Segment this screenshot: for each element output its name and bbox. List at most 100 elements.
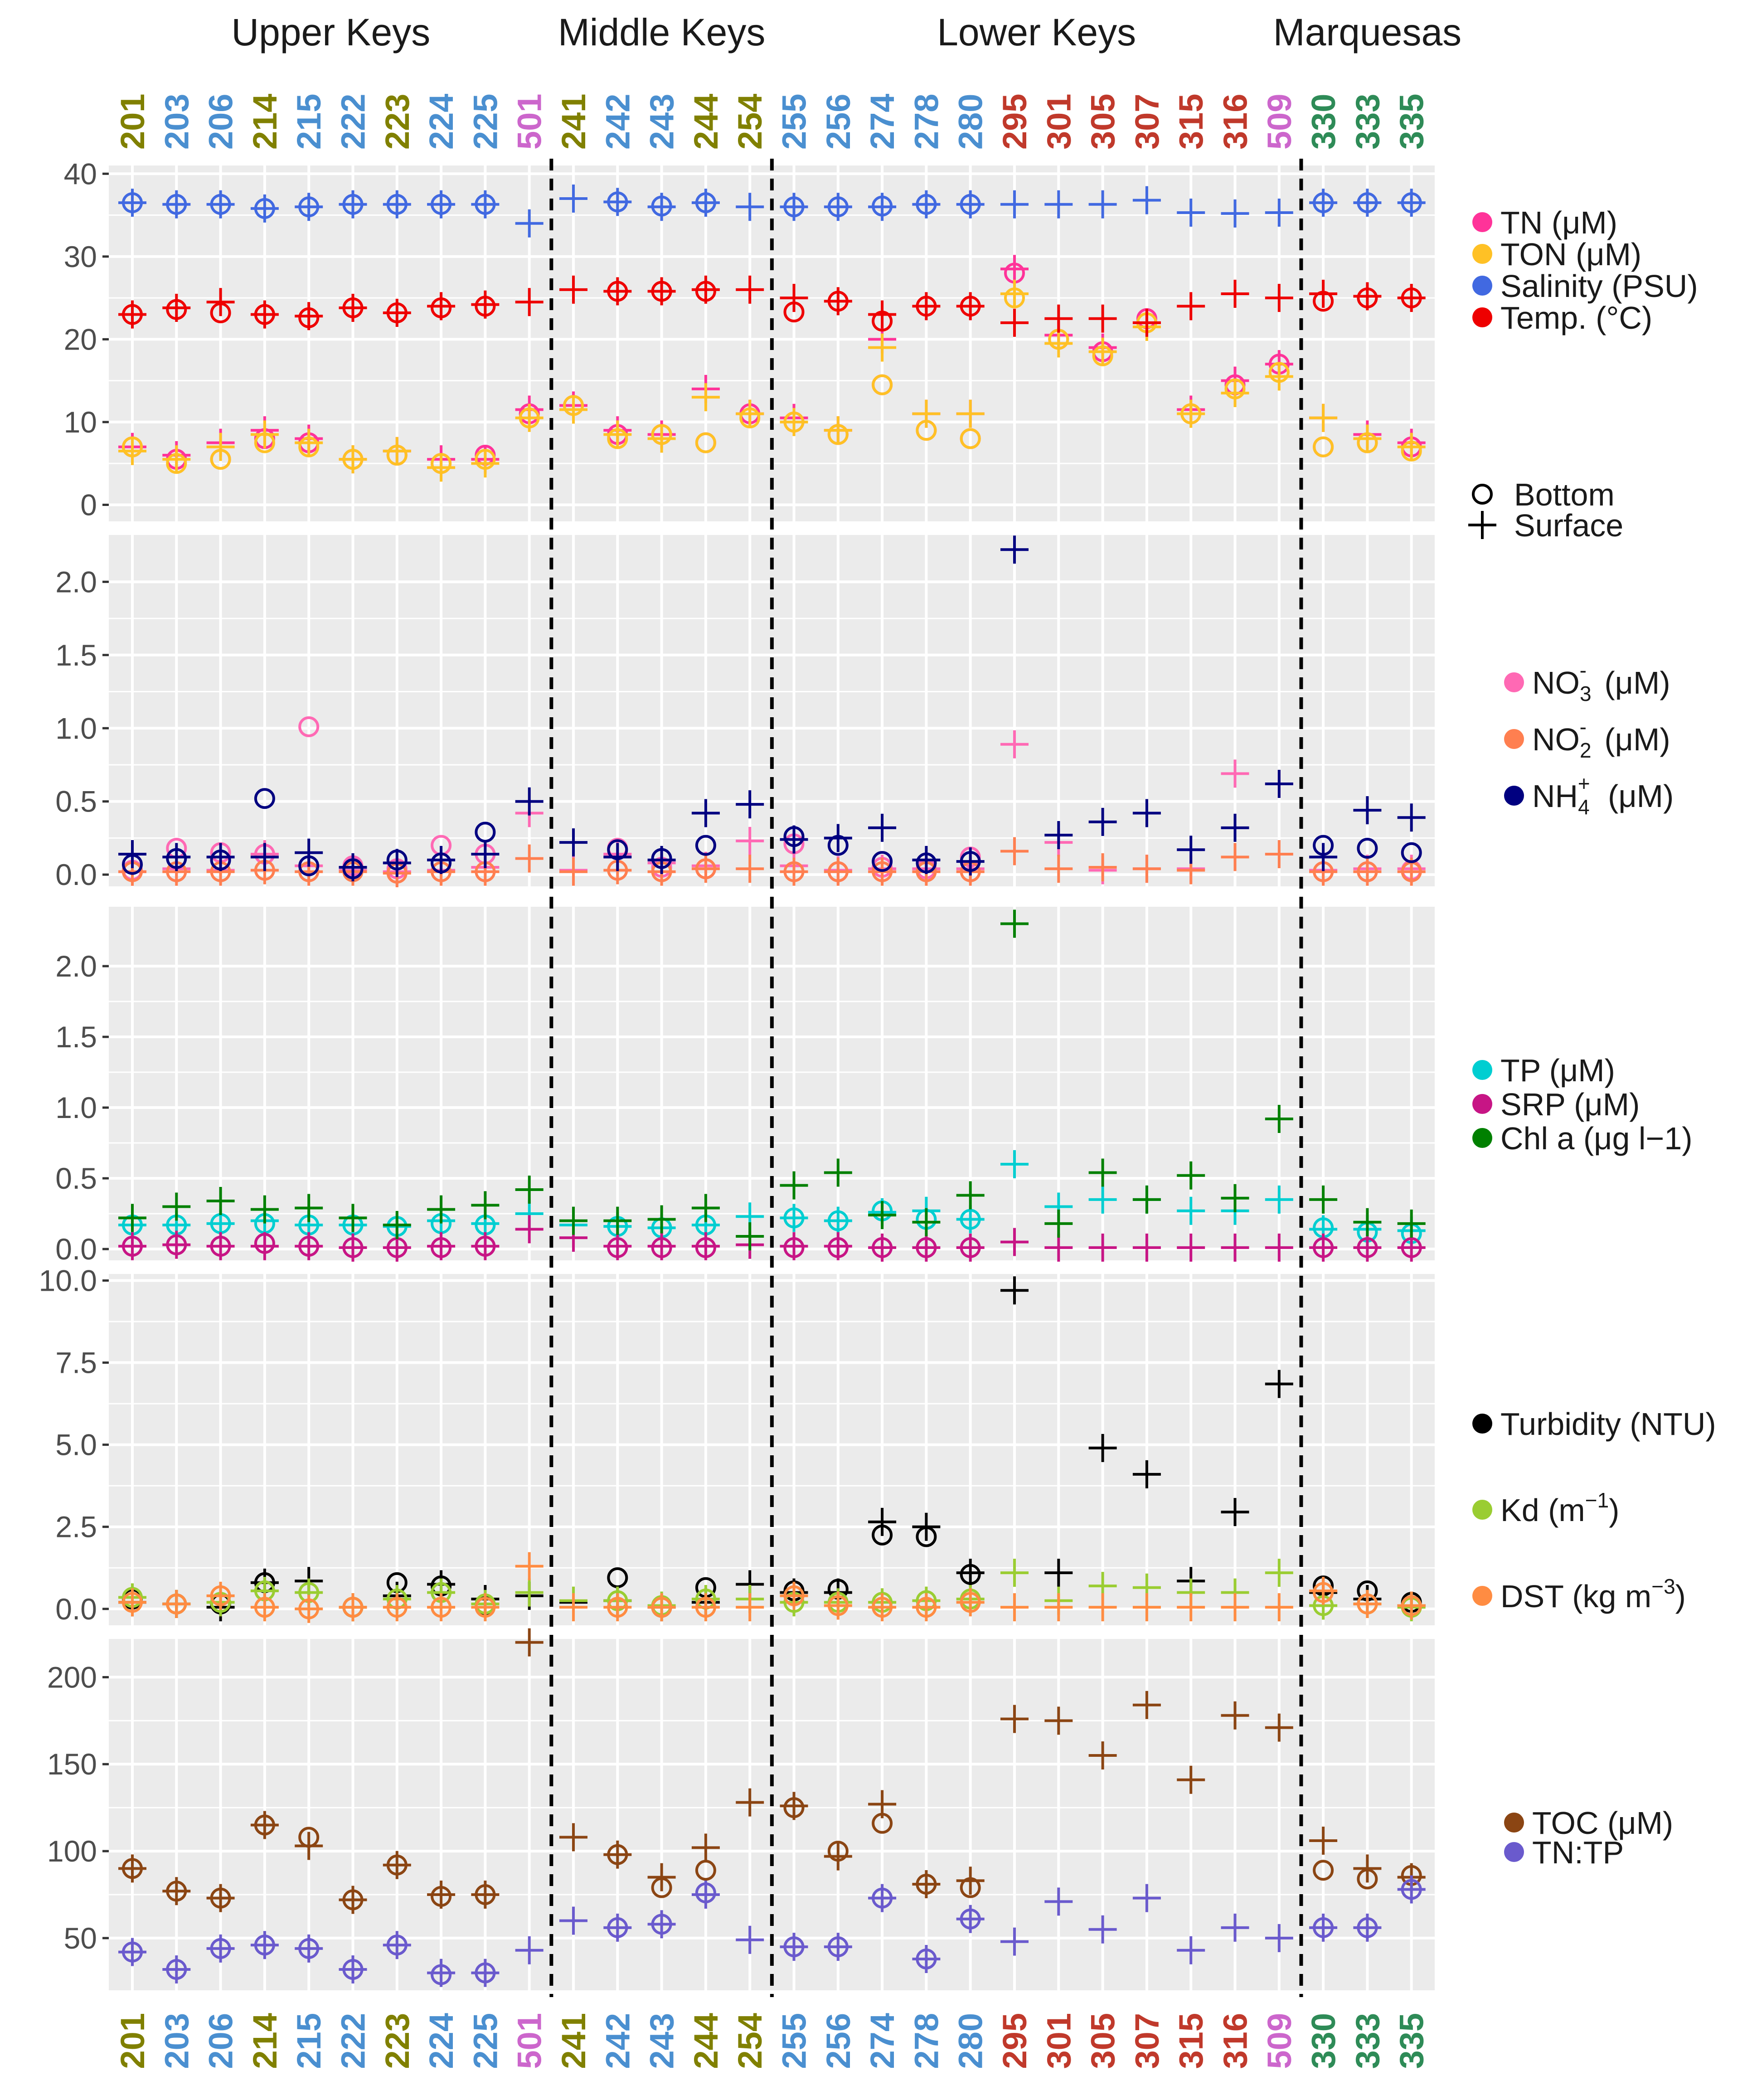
surface-marker — [1177, 199, 1205, 227]
surface-marker — [603, 420, 632, 449]
station-label-top: 509 — [1261, 94, 1298, 150]
surface-marker — [1353, 1590, 1382, 1618]
y-tick-label: 1.5 — [55, 638, 97, 672]
surface-marker — [427, 1593, 456, 1622]
region-labels: Upper Keys Middle Keys Lower Keys Marquesas — [231, 11, 1461, 53]
surface-marker — [1088, 1185, 1117, 1214]
surface-marker — [956, 1867, 985, 1895]
surface-marker — [691, 383, 720, 412]
surface-marker — [736, 1222, 764, 1250]
station-label-bottom: 315 — [1172, 2013, 1210, 2069]
surface-marker — [383, 1851, 411, 1879]
surface-marker — [118, 1938, 146, 1966]
surface-marker — [250, 1232, 279, 1260]
markers-phosphorus-chlorophyll — [118, 909, 1426, 1262]
surface-marker — [691, 275, 720, 304]
surface-marker — [471, 1232, 500, 1260]
surface-marker — [515, 403, 544, 432]
surface-marker — [780, 1581, 808, 1610]
surface-marker — [295, 1194, 323, 1222]
surface-marker — [1309, 189, 1338, 217]
surface-marker — [912, 1870, 941, 1898]
surface-marker — [1132, 1185, 1161, 1214]
surface-marker — [1397, 1233, 1426, 1262]
station-label-top: 214 — [246, 94, 284, 150]
surface-marker — [1044, 821, 1073, 849]
y-tick-label: 2.0 — [55, 565, 97, 598]
surface-marker — [339, 1955, 367, 1983]
surface-marker — [1000, 1705, 1029, 1733]
surface-marker — [1221, 199, 1249, 228]
station-label-bottom: 278 — [908, 2013, 945, 2069]
station-label-top: 241 — [555, 94, 592, 150]
region-label-marquesas: Marquesas — [1273, 11, 1462, 53]
station-label-top: 203 — [158, 94, 195, 150]
station-label-top: 222 — [335, 94, 372, 150]
surface-marker — [339, 294, 367, 322]
surface-marker — [912, 190, 941, 219]
station-label-top: 278 — [908, 94, 945, 150]
surface-marker — [559, 185, 587, 213]
surface-marker — [559, 1823, 587, 1852]
y-tick-label: 30 — [64, 240, 97, 273]
surface-marker — [515, 288, 544, 316]
surface-marker — [471, 449, 500, 478]
region-label-middle-keys: Middle Keys — [558, 11, 766, 53]
y-tick-label: 50 — [64, 1921, 97, 1955]
surface-marker — [1309, 1576, 1338, 1605]
station-label-top: 501 — [511, 94, 548, 150]
surface-marker — [206, 288, 235, 316]
surface-marker — [1397, 803, 1426, 832]
surface-marker — [647, 1205, 676, 1234]
legend-key — [1472, 212, 1492, 232]
surface-marker — [383, 437, 411, 465]
surface-marker — [1000, 1593, 1029, 1622]
bottom-marker — [1313, 1860, 1334, 1881]
surface-marker — [1000, 730, 1029, 758]
surface-marker — [1044, 1559, 1073, 1587]
legend-key — [1472, 1586, 1492, 1606]
surface-marker — [1397, 1591, 1426, 1620]
station-label-bottom: 256 — [820, 2013, 857, 2069]
surface-marker — [339, 445, 367, 474]
station-label-bottom: 255 — [776, 2013, 813, 2069]
surface-marker — [339, 190, 367, 219]
legend-key — [1504, 1842, 1524, 1862]
surface-marker — [868, 1233, 897, 1262]
legend-key — [1472, 1094, 1492, 1114]
surface-marker — [1000, 1228, 1029, 1256]
surface-marker — [339, 1593, 367, 1622]
surface-marker — [559, 857, 587, 886]
surface-marker — [824, 1842, 852, 1871]
station-label-top: 280 — [952, 94, 990, 150]
surface-marker — [603, 1232, 632, 1260]
surface-marker — [824, 857, 852, 886]
surface-marker — [956, 1233, 985, 1262]
surface-marker — [780, 857, 808, 886]
markers-optical — [118, 1276, 1426, 1623]
surface-marker — [1044, 190, 1073, 219]
surface-marker — [471, 1959, 500, 1987]
surface-marker — [1221, 843, 1249, 871]
legends: TN (μM)TON (μM)Salinity (PSU)Temp. (°C) B… — [1468, 205, 1716, 1870]
surface-marker — [1309, 1233, 1338, 1262]
station-label-bottom: 201 — [114, 2013, 151, 2069]
legend-key — [1504, 1813, 1524, 1833]
surface-marker — [1221, 279, 1249, 308]
legend-label: DST (kg m−3) — [1500, 1575, 1686, 1614]
surface-marker — [559, 1593, 587, 1622]
surface-marker — [1044, 329, 1073, 358]
surface-marker — [603, 1840, 632, 1869]
surface-marker — [956, 1559, 985, 1587]
bottom-marker — [298, 716, 320, 738]
station-label-bottom: 222 — [335, 2013, 372, 2069]
surface-marker — [1000, 190, 1029, 219]
surface-marker — [118, 1232, 146, 1260]
legend-label: TOC (μM) — [1532, 1805, 1673, 1841]
surface-marker — [427, 453, 456, 482]
surface-marker — [1265, 1233, 1293, 1262]
surface-marker — [383, 1211, 411, 1239]
surface-marker — [1309, 279, 1338, 308]
surface-marker — [515, 844, 544, 873]
